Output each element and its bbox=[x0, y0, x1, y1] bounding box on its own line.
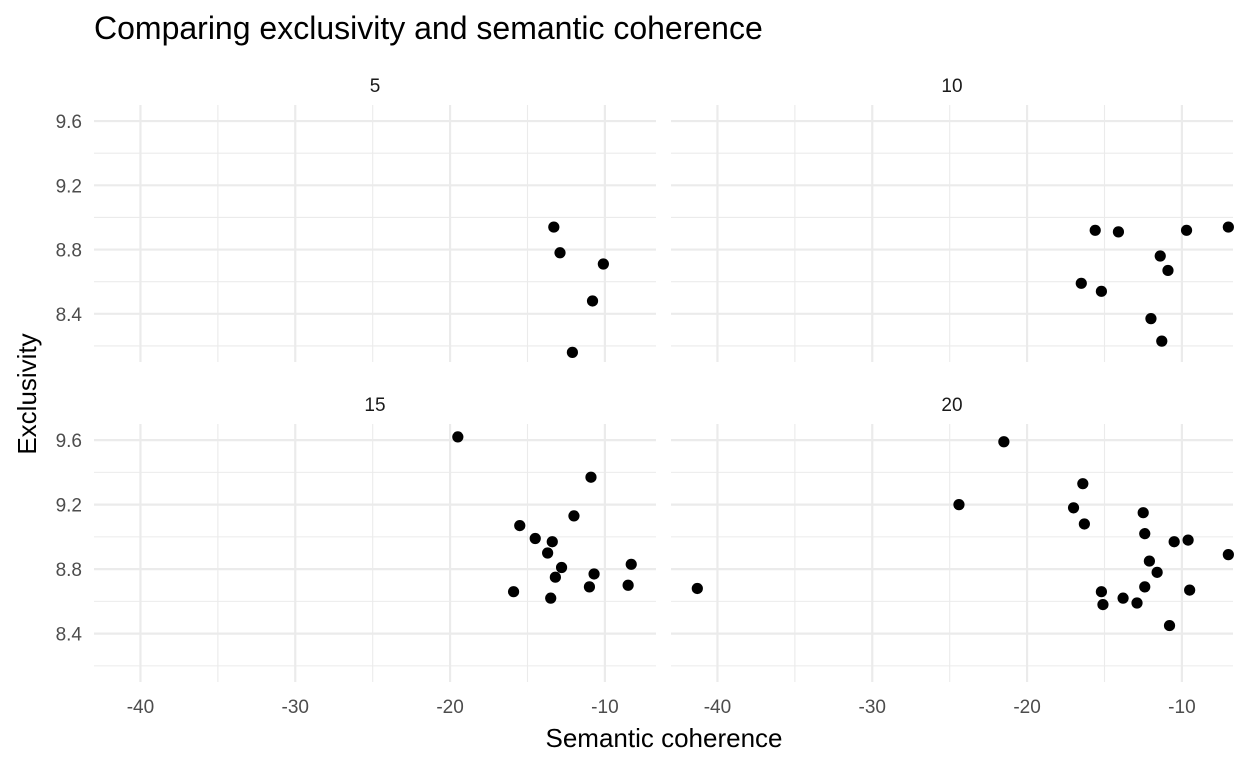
data-point bbox=[1112, 226, 1125, 238]
x-tick-label: -20 bbox=[436, 697, 463, 718]
data-point bbox=[1162, 264, 1174, 277]
data-point bbox=[1139, 581, 1151, 593]
data-point bbox=[1117, 592, 1129, 604]
data-point bbox=[507, 586, 520, 598]
data-point bbox=[555, 561, 568, 574]
data-point bbox=[1078, 518, 1090, 530]
data-point bbox=[597, 258, 609, 270]
chart-title: Comparing exclusivity and semantic coher… bbox=[94, 10, 763, 46]
data-point bbox=[583, 581, 596, 593]
data-point bbox=[542, 547, 554, 559]
facet-panel-5: 5 8.4 8.8 9.2 9.6 bbox=[56, 76, 656, 362]
data-point bbox=[1151, 566, 1163, 578]
data-point bbox=[1156, 335, 1168, 347]
facet-panels: 5 8.4 8.8 9.2 9.6 10 15 8.4 8.8 9.2 9.6 -40 -30 -20 -1… bbox=[56, 76, 1234, 718]
data-point bbox=[1145, 313, 1157, 325]
data-point bbox=[1075, 277, 1087, 289]
data-point bbox=[953, 499, 965, 511]
data-point bbox=[691, 582, 703, 595]
data-point bbox=[568, 510, 580, 522]
data-point bbox=[1089, 224, 1101, 236]
data-point bbox=[514, 519, 526, 532]
data-point bbox=[549, 571, 561, 583]
facet-panel-15: 15 8.4 8.8 9.2 9.6 -40 -30 -20 -10 bbox=[56, 395, 656, 718]
data-point bbox=[998, 436, 1010, 448]
y-tick-label: 8.8 bbox=[56, 241, 82, 262]
facet-strip-label: 10 bbox=[941, 76, 962, 97]
x-tick-label: -30 bbox=[282, 697, 309, 718]
data-point bbox=[1143, 555, 1155, 567]
x-tick-label: -10 bbox=[591, 697, 618, 718]
y-tick-label: 9.6 bbox=[56, 112, 82, 133]
data-point bbox=[586, 295, 599, 307]
data-point bbox=[546, 536, 558, 548]
y-tick-label: 9.2 bbox=[56, 496, 82, 517]
data-point bbox=[622, 579, 634, 591]
data-point bbox=[1139, 528, 1151, 540]
data-point bbox=[585, 471, 597, 483]
facet-strip-label: 15 bbox=[364, 395, 385, 416]
data-point bbox=[1180, 224, 1193, 236]
y-tick-label: 9.6 bbox=[56, 431, 82, 452]
x-tick-label: -10 bbox=[1168, 697, 1195, 718]
data-point bbox=[554, 247, 566, 259]
data-point bbox=[545, 592, 557, 604]
data-point bbox=[566, 346, 578, 358]
y-tick-label: 9.2 bbox=[56, 176, 82, 197]
data-point bbox=[1097, 599, 1109, 611]
data-point bbox=[625, 558, 637, 570]
data-point bbox=[1182, 534, 1194, 546]
data-point bbox=[1222, 549, 1234, 561]
data-point bbox=[1077, 478, 1089, 490]
data-point bbox=[1095, 285, 1108, 297]
data-point bbox=[452, 431, 464, 443]
y-tick-label: 8.4 bbox=[56, 625, 83, 646]
facet-panel-10: 10 bbox=[671, 76, 1234, 362]
data-point bbox=[529, 532, 541, 545]
y-tick-label: 8.8 bbox=[56, 560, 82, 581]
facet-panel-20: 20 -40 -30 -20 -10 bbox=[671, 395, 1234, 718]
x-tick-label: -20 bbox=[1013, 697, 1040, 718]
data-point bbox=[548, 221, 560, 233]
data-point bbox=[1163, 619, 1176, 632]
facet-strip-label: 20 bbox=[941, 395, 962, 416]
y-axis-title: Exclusivity bbox=[12, 333, 42, 454]
data-point bbox=[1095, 586, 1108, 598]
data-point bbox=[1168, 536, 1180, 548]
y-tick-label: 8.4 bbox=[56, 305, 83, 326]
data-point bbox=[1222, 221, 1234, 233]
data-point bbox=[1131, 597, 1143, 609]
data-point bbox=[1137, 507, 1149, 519]
x-tick-label: -30 bbox=[859, 697, 886, 718]
x-tick-label: -40 bbox=[704, 697, 731, 718]
data-point bbox=[1154, 250, 1166, 262]
data-point bbox=[1067, 502, 1080, 514]
facet-strip-label: 5 bbox=[370, 76, 381, 97]
x-tick-label: -40 bbox=[127, 697, 154, 718]
data-point bbox=[588, 568, 600, 580]
x-axis-title: Semantic coherence bbox=[545, 723, 782, 753]
data-point bbox=[1184, 584, 1196, 596]
